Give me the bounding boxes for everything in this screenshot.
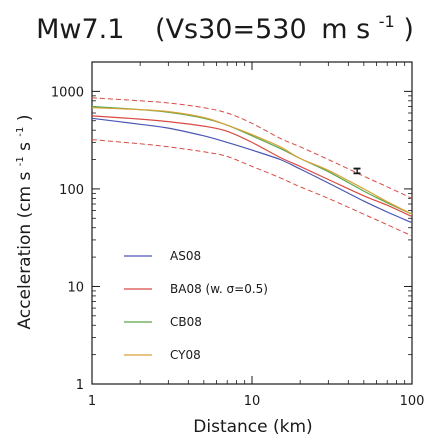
y-axis-label-mid: s <box>15 142 35 151</box>
x-tick-label: 1 <box>88 394 96 409</box>
x-tick-label: 100 <box>400 394 425 409</box>
y-axis-label-exp1: -1 <box>15 156 26 166</box>
series-line-cb08 <box>91 105 413 215</box>
series-line-as08 <box>91 117 413 224</box>
legend-label: CY08 <box>170 348 201 362</box>
y-tick-label: 1000 <box>51 85 84 100</box>
title-close: ) <box>403 14 414 45</box>
y-tick-label: 10 <box>67 280 84 295</box>
x-axis-label: Distance (km) <box>193 417 312 437</box>
title-units: m s <box>321 14 370 45</box>
plot-frame <box>91 61 413 385</box>
legend-label: AS08 <box>170 249 201 263</box>
y-axis-label-close: ) <box>15 115 35 122</box>
title-main: Mw7.1 <box>36 14 124 45</box>
x-tick-label: 10 <box>244 394 261 409</box>
y-axis-label-main: Acceleration (cm s <box>15 171 35 329</box>
title-params: (Vs30=530 <box>155 14 307 45</box>
series-line-cy08 <box>91 107 413 215</box>
legend-label: BA08 (w. σ=0.5) <box>170 282 268 296</box>
legend-label: CB08 <box>170 315 202 329</box>
y-tick-label: 100 <box>59 183 84 198</box>
plot-area: 1 10 100 1 10 100 1000 H AS08 BA08 (w. σ=0.5) CB08… <box>51 61 425 409</box>
y-axis-label: Acceleration (cm s -1 s -1 ) <box>8 115 35 330</box>
y-tick-label: 1 <box>76 378 84 393</box>
bound-upper-line <box>91 97 413 199</box>
y-axis-label-exp2: -1 <box>15 127 26 137</box>
series-line-ba08 <box>91 115 413 218</box>
observation-marker: H <box>350 167 361 175</box>
title-exponent: -1 <box>379 12 395 31</box>
bound-lower-line <box>91 139 413 237</box>
chart-title: Mw7.1 (Vs30=530 m s -1 ) <box>36 3 414 45</box>
